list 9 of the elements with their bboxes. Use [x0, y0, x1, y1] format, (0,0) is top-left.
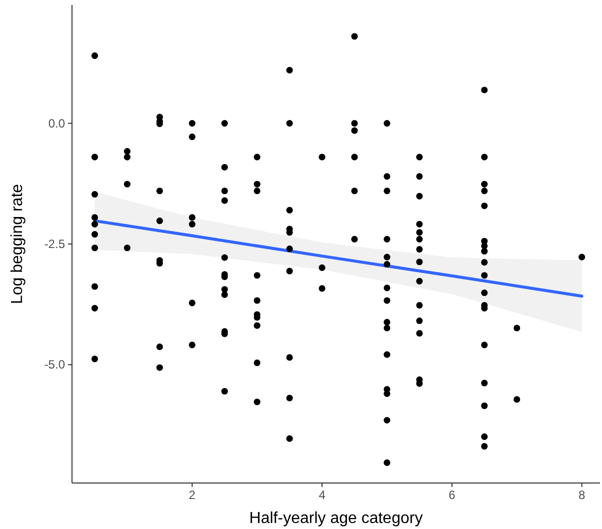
x-axis-title: Half-yearly age category [249, 510, 423, 527]
x-tick-label: 4 [318, 488, 326, 502]
x-tick-label: 8 [578, 488, 586, 502]
x-tick-label: 2 [188, 488, 196, 502]
y-tick-label: 0.0 [48, 116, 66, 130]
y-axis-title: Log begging rate [9, 184, 26, 304]
x-tick-label: 6 [448, 488, 456, 502]
y-tick-label: -2.5 [44, 237, 66, 251]
y-tick-label: -5.0 [44, 358, 66, 372]
